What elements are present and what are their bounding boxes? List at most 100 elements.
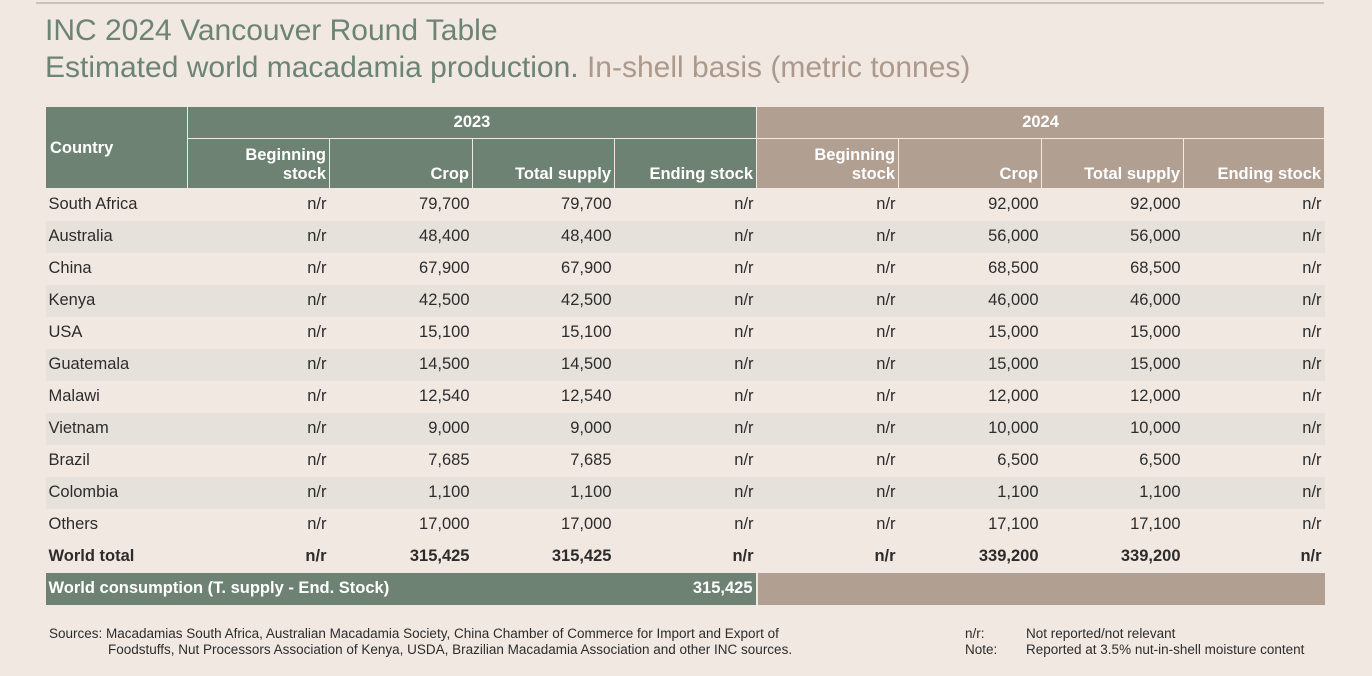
beginning-stock-2024-cell: n/r (756, 188, 899, 221)
table-row: Brazil n/r 7,685 7,685 n/r n/r 6,500 6,500 n/r (45, 444, 1325, 477)
total-supply-2023-cell: 7,685 (472, 444, 615, 477)
consumption-value-2023: 315,425 (614, 572, 757, 605)
crop-2023-cell: 15,100 (329, 316, 473, 349)
country-cell: Vietnam (45, 412, 188, 445)
col-ending-stock-2024: Ending stock (1183, 138, 1326, 189)
beginning-stock-2024-cell: n/r (756, 476, 899, 509)
beginning-stock-2024-cell: n/r (756, 540, 899, 573)
beginning-stock-2023-cell: n/r (187, 316, 330, 349)
world-total-row: World total n/r 315,425 315,425 n/r n/r 339,20… (45, 540, 1325, 573)
ending-stock-2024-cell: n/r (1183, 252, 1325, 285)
ending-stock-2024-cell: n/r (1183, 540, 1325, 573)
col-beginning-stock-2023: Beginning stock (187, 138, 330, 189)
table-row: Others n/r 17,000 17,000 n/r n/r 17,100 17,100 n… (45, 508, 1325, 541)
ending-stock-2023-cell: n/r (614, 284, 757, 317)
crop-2023-cell: 67,900 (329, 252, 473, 285)
col-total-supply-2024: Total supply (1041, 138, 1185, 189)
table-row: China n/r 67,900 67,900 n/r n/r 68,500 68,500 n/… (45, 252, 1325, 285)
consumption-label: World consumption (T. supply - End. Stoc… (45, 572, 615, 605)
ending-stock-2023-cell: n/r (614, 220, 757, 253)
note-text: Not reported/not relevant (1026, 626, 1176, 641)
top-rule (36, 2, 1324, 4)
crop-2023-cell: 17,000 (329, 508, 473, 541)
country-cell: World total (45, 540, 188, 573)
crop-2023-cell: 1,100 (329, 476, 473, 509)
beginning-stock-2023-cell: n/r (187, 444, 330, 477)
ending-stock-2024-cell: n/r (1183, 380, 1325, 413)
page-subtitle: Estimated world macadamia production. In… (45, 51, 970, 85)
ending-stock-2023-cell: n/r (614, 412, 757, 445)
beginning-stock-2024-cell: n/r (756, 412, 899, 445)
ending-stock-2023-cell: n/r (614, 476, 757, 509)
crop-2023-cell: 9,000 (329, 412, 473, 445)
total-supply-2023-cell: 14,500 (472, 348, 615, 381)
crop-2024-cell: 68,500 (898, 252, 1042, 285)
country-cell: Others (45, 508, 188, 541)
ending-stock-2024-cell: n/r (1183, 508, 1325, 541)
ending-stock-2023-cell: n/r (614, 252, 757, 285)
crop-2023-cell: 7,685 (329, 444, 473, 477)
note-text: Reported at 3.5% nut-in-shell moisture c… (1026, 642, 1305, 657)
beginning-stock-2023-cell: n/r (187, 412, 330, 445)
total-supply-2023-cell: 9,000 (472, 412, 615, 445)
country-cell: Guatemala (45, 348, 188, 381)
crop-2024-cell: 6,500 (898, 444, 1042, 477)
beginning-stock-2023-cell: n/r (187, 380, 330, 413)
beginning-stock-2024-cell: n/r (756, 220, 899, 253)
total-supply-2024-cell: 92,000 (1041, 188, 1184, 221)
beginning-stock-2023-cell: n/r (187, 540, 330, 573)
ending-stock-2024-cell: n/r (1183, 220, 1325, 253)
total-supply-2024-cell: 56,000 (1041, 220, 1184, 253)
table-row: Malawi n/r 12,540 12,540 n/r n/r 12,000 12,000 n… (45, 380, 1325, 413)
note-row: n/r: Not reported/not relevant (965, 626, 1304, 642)
beginning-stock-2024-cell: n/r (756, 348, 899, 381)
table-row: Guatemala n/r 14,500 14,500 n/r n/r 15,000 15,0… (45, 348, 1325, 381)
total-supply-2024-cell: 1,100 (1041, 476, 1184, 509)
total-supply-2024-cell: 10,000 (1041, 412, 1184, 445)
year-2023-header: 2023 (186, 106, 758, 139)
col-total-supply-2023: Total supply (472, 138, 615, 189)
year-2024-header: 2024 (756, 106, 1326, 139)
ending-stock-2023-cell: n/r (614, 508, 757, 541)
crop-2024-cell: 339,200 (898, 540, 1042, 573)
col-beginning-stock-2024: Beginning stock (756, 138, 900, 189)
total-supply-2024-cell: 17,100 (1041, 508, 1184, 541)
total-supply-2023-cell: 48,400 (472, 220, 615, 253)
total-supply-2024-cell: 339,200 (1041, 540, 1184, 573)
ending-stock-2023-cell: n/r (614, 348, 757, 381)
beginning-stock-2024-cell: n/r (756, 508, 899, 541)
ending-stock-2023-cell: n/r (614, 316, 757, 349)
crop-2024-cell: 1,100 (898, 476, 1042, 509)
beginning-stock-2023-cell: n/r (187, 220, 330, 253)
col-ending-stock-2023: Ending stock (613, 138, 758, 189)
beginning-stock-2023-cell: n/r (187, 252, 330, 285)
sources-line-1: Sources: Macadamias South Africa, Austra… (49, 626, 779, 641)
ending-stock-2024-cell: n/r (1183, 284, 1325, 317)
production-table: Country 2023 2024 Beginning stock Crop To… (45, 106, 1326, 605)
page-title: INC 2024 Vancouver Round Table (45, 14, 498, 47)
ending-stock-2023-cell: n/r (614, 188, 757, 221)
beginning-stock-2024-cell: n/r (756, 380, 899, 413)
table-row: South Africa n/r 79,700 79,700 n/r n/r 92,000 9… (45, 188, 1325, 221)
col-crop-2023: Crop (329, 138, 473, 189)
crop-2023-cell: 48,400 (329, 220, 473, 253)
ending-stock-2024-cell: n/r (1183, 476, 1325, 509)
table-row: Colombia n/r 1,100 1,100 n/r n/r 1,100 1,100 n/r (45, 476, 1325, 509)
consumption-row: World consumption (T. supply - End. Stoc… (45, 572, 1325, 605)
ending-stock-2024-cell: n/r (1183, 188, 1325, 221)
total-supply-2023-cell: 42,500 (472, 284, 615, 317)
sources-line-2: Foodstuffs, Nut Processors Association o… (108, 642, 793, 657)
crop-2024-cell: 15,000 (898, 348, 1042, 381)
country-cell: Malawi (45, 380, 188, 413)
crop-2023-cell: 315,425 (329, 540, 473, 573)
crop-2024-cell: 92,000 (898, 188, 1042, 221)
country-cell: Australia (45, 220, 188, 253)
table-row: Vietnam n/r 9,000 9,000 n/r n/r 10,000 10,000 n/… (45, 412, 1325, 445)
country-cell: Kenya (45, 284, 188, 317)
col-crop-2024: Crop (898, 138, 1043, 189)
beginning-stock-2023-cell: n/r (187, 284, 330, 317)
country-cell: South Africa (45, 188, 188, 221)
crop-2023-cell: 79,700 (329, 188, 473, 221)
total-supply-2023-cell: 12,540 (472, 380, 615, 413)
ending-stock-2024-cell: n/r (1183, 412, 1325, 445)
